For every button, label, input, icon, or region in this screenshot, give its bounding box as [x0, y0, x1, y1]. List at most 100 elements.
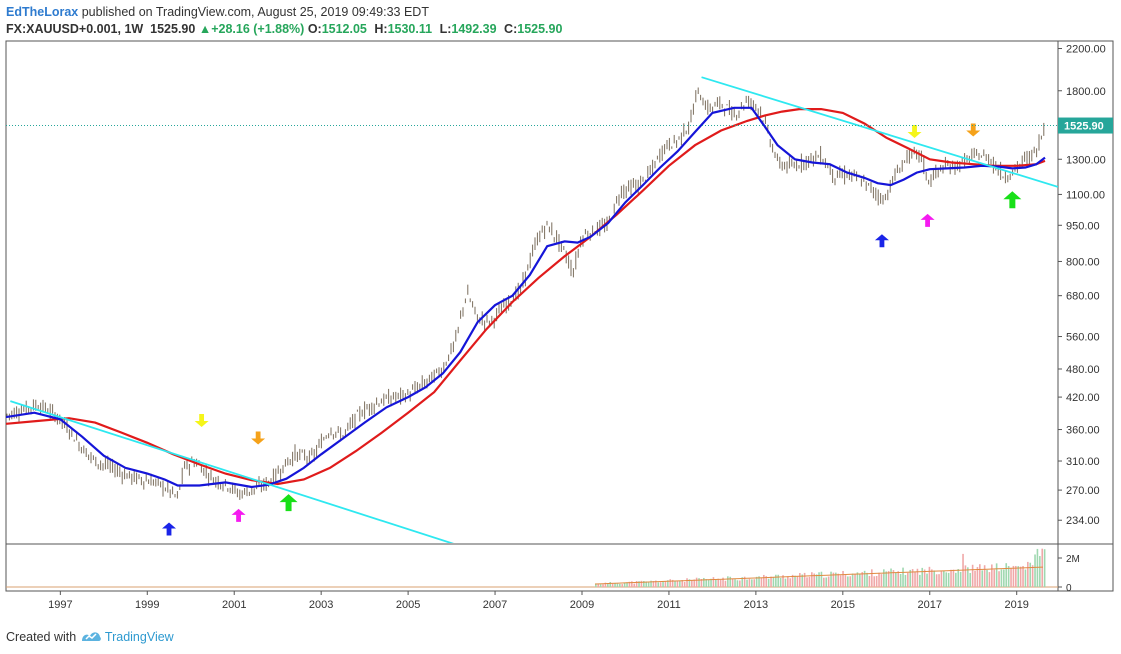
volume-bar — [847, 576, 849, 587]
volume-bar — [729, 576, 732, 587]
volume-bar — [645, 581, 648, 587]
volume-bar — [794, 575, 796, 587]
volume-bar — [832, 572, 835, 587]
volume-bar — [849, 576, 852, 587]
trend2-line — [701, 76, 1058, 188]
y-tick-label-5: 800.00 — [1066, 256, 1100, 268]
volume-bar — [904, 574, 907, 587]
volume-bar — [991, 564, 993, 587]
y-tick-label-7: 560.00 — [1066, 332, 1100, 344]
ma-fast-line — [6, 106, 1046, 489]
volume-bar — [743, 576, 746, 587]
volume-bar — [827, 576, 830, 587]
volume-bar — [813, 573, 816, 587]
volume-bars — [595, 548, 1046, 587]
volume-bar — [820, 571, 823, 587]
arrow-up-blue-0 — [162, 522, 177, 536]
volume-bar — [631, 581, 633, 587]
volume-bar — [938, 574, 940, 587]
ohlc-high-value: 1530.11 — [387, 22, 433, 36]
volume-bar — [664, 581, 667, 587]
volume-bar — [736, 580, 739, 587]
volume-bar — [1022, 565, 1024, 587]
y-tick-label-11: 310.00 — [1066, 456, 1100, 468]
publish-info: EdTheLorax published on TradingView.com,… — [6, 5, 429, 19]
volume-bar — [928, 566, 931, 587]
volume-bar — [1039, 556, 1041, 587]
published-text: published on TradingView.com, August 25,… — [81, 5, 429, 19]
volume-bar — [1043, 549, 1046, 587]
volume-bar — [914, 571, 916, 587]
volume-bar — [705, 579, 708, 587]
volume-bar — [1000, 569, 1003, 587]
volume-bar — [734, 579, 736, 587]
tradingview-brand[interactable]: TradingView — [104, 630, 174, 644]
volume-bar — [916, 568, 919, 587]
volume-bar — [851, 573, 854, 587]
x-tick-label-3: 2003 — [309, 599, 333, 611]
volume-bar — [911, 569, 914, 587]
volume-bar — [1019, 566, 1022, 587]
volume-bar — [695, 577, 698, 587]
volume-bar — [703, 577, 705, 587]
volume-bar — [1041, 548, 1044, 587]
volume-bar — [842, 570, 844, 587]
volume-bar — [647, 582, 650, 587]
volume-bar — [803, 572, 806, 587]
volume-bar — [652, 581, 655, 587]
volume-bar — [981, 570, 984, 587]
y-tick-label-6: 680.00 — [1066, 291, 1100, 303]
volume-bar — [921, 567, 924, 587]
volume-bar — [760, 577, 763, 587]
x-tick-label-5: 2007 — [483, 599, 507, 611]
volume-bar — [676, 581, 679, 587]
arrow-down-yellow-6 — [907, 124, 922, 138]
volume-bar — [731, 578, 734, 587]
ma-slow-line — [6, 107, 1046, 486]
volume-bar — [952, 569, 955, 587]
volume-bar — [741, 577, 744, 587]
volume-bar — [856, 572, 859, 587]
volume-bar — [897, 571, 900, 587]
volume-bar — [724, 580, 727, 587]
y-tick-label-0: 2200.00 — [1066, 44, 1106, 56]
volume-bar — [974, 570, 976, 587]
volume-bar — [782, 575, 784, 587]
volume-bar — [902, 567, 904, 587]
volume-bar — [868, 575, 871, 587]
volume-bar — [950, 569, 952, 587]
volume-bar — [717, 578, 720, 587]
volume-bar — [998, 571, 1000, 587]
ohlc-close-key: C: — [504, 22, 518, 36]
x-tick-label-0: 1997 — [48, 599, 72, 611]
signal-arrows — [162, 123, 1022, 536]
plot-area — [6, 76, 1058, 543]
volume-bar — [751, 579, 753, 587]
volume-bar — [957, 569, 960, 587]
author-link[interactable]: EdTheLorax — [6, 5, 79, 19]
volume-bar — [693, 579, 696, 587]
volume-bar — [1015, 565, 1017, 587]
volume-bar — [863, 570, 866, 587]
volume-bar — [871, 569, 873, 587]
volume-bar — [602, 584, 604, 587]
change-value: +28.16 (+1.88%) — [211, 22, 305, 36]
volume-bar — [873, 576, 876, 587]
arrow-down-orange-8 — [966, 123, 981, 137]
volume-bar — [1012, 565, 1015, 587]
volume-bar — [823, 577, 825, 587]
volume-bar — [611, 583, 614, 587]
volume-bar — [683, 581, 686, 587]
volume-bar — [993, 569, 996, 587]
volume-bar — [614, 583, 616, 587]
volume-bar — [715, 579, 717, 587]
arrow-up-magenta-7 — [920, 213, 935, 227]
arrow-down-yellow-1 — [194, 413, 209, 427]
volume-bar — [878, 572, 880, 587]
volume-bar — [967, 567, 969, 587]
symbol-label[interactable]: FX:XAUUSD+0.001, 1W — [6, 22, 144, 36]
volume-bar — [931, 569, 933, 587]
y-tick-label-9: 420.00 — [1066, 392, 1100, 404]
arrow-up-magenta-2 — [231, 508, 246, 522]
